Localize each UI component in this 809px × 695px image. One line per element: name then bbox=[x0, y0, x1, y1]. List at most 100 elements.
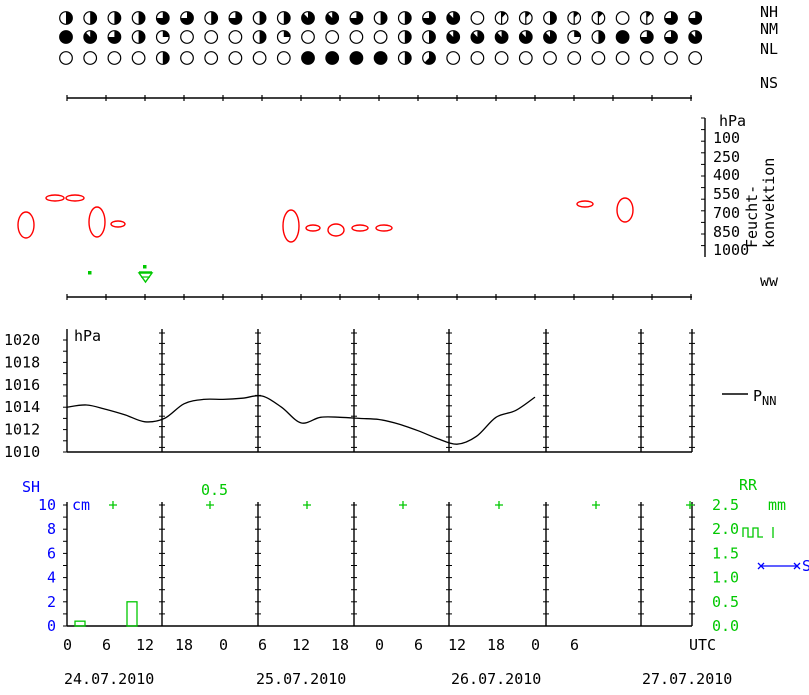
pressure-day-lines bbox=[159, 329, 695, 452]
cloud-symbol bbox=[83, 11, 98, 25]
cloud-symbol-ring bbox=[228, 30, 243, 44]
cloud-symbol bbox=[543, 30, 557, 44]
cloud-symbol bbox=[301, 11, 315, 25]
cloud-symbol-fill bbox=[525, 11, 531, 18]
rr-bar bbox=[126, 601, 138, 627]
cloud-symbol bbox=[615, 30, 630, 44]
cloud-symbol-fill bbox=[83, 30, 97, 44]
cloud-symbol-fill bbox=[598, 30, 605, 44]
convection-cell bbox=[576, 200, 594, 208]
convection-cell bbox=[282, 209, 300, 243]
cloud-symbol-ring bbox=[349, 30, 364, 44]
sh-tick-label: 8 bbox=[47, 520, 56, 538]
cloud-symbol bbox=[446, 30, 461, 44]
cloud-symbol bbox=[664, 11, 678, 25]
rr-tick-label: 1.0 bbox=[712, 569, 739, 587]
cloud-symbol bbox=[615, 11, 630, 25]
cloud-symbol-fill bbox=[429, 30, 436, 44]
cloud-symbol bbox=[543, 51, 557, 65]
cloud-symbol bbox=[180, 11, 194, 25]
cloud-symbol bbox=[107, 51, 122, 65]
rr-tick-label: 1.5 bbox=[712, 544, 739, 562]
cloud-symbol bbox=[373, 11, 388, 25]
rr-scale-marker bbox=[592, 501, 600, 509]
cloud-symbol-fill bbox=[325, 51, 339, 65]
convection-tick-label: 550 bbox=[713, 185, 740, 203]
pressure-y-tick-label: 1012 bbox=[4, 421, 40, 439]
cloud-symbol bbox=[131, 30, 146, 44]
cloud-symbol bbox=[325, 30, 340, 44]
cloud-symbol-fill bbox=[229, 11, 242, 25]
cloud-symbol-ring bbox=[325, 30, 340, 44]
cloud-symbol-ring bbox=[107, 51, 122, 65]
convection-axis-ticks bbox=[701, 117, 705, 247]
legend-pnn-main: P bbox=[753, 387, 762, 405]
cloud-symbol bbox=[131, 11, 146, 25]
cloud-symbol bbox=[131, 51, 146, 65]
rr-scale-markers bbox=[109, 501, 694, 509]
cloud-symbol bbox=[422, 11, 436, 25]
cloud-symbol-ring bbox=[373, 30, 388, 44]
cloud-symbol bbox=[204, 30, 219, 44]
cloud-symbol bbox=[301, 30, 315, 44]
rr-unit: mm bbox=[768, 496, 786, 514]
cloud-symbol-fill bbox=[66, 11, 73, 25]
cloud-symbol bbox=[228, 30, 243, 44]
cloud-symbol-fill bbox=[543, 30, 557, 44]
cloud-symbol-ring bbox=[639, 51, 654, 65]
cloud-symbol-ring bbox=[518, 51, 533, 65]
pressure-y-tick-label: 1016 bbox=[4, 376, 40, 394]
rr-scale-marker bbox=[109, 501, 117, 509]
label-nm: NM bbox=[760, 20, 778, 38]
pressure-y-tick-label: 1020 bbox=[4, 331, 40, 349]
cloud-symbol bbox=[422, 30, 436, 44]
precip-day-lines bbox=[159, 502, 695, 626]
cloud-symbol bbox=[470, 11, 485, 25]
rr-bar bbox=[74, 620, 86, 627]
hour-tick-label: 18 bbox=[487, 636, 505, 654]
cloud-symbol-fill bbox=[138, 11, 145, 25]
hour-tick-label: 0 bbox=[219, 636, 228, 654]
cloud-symbol-ring bbox=[83, 51, 98, 65]
weather-symbol-drizzle bbox=[88, 271, 92, 275]
cloud-symbol bbox=[252, 51, 267, 65]
convection-cell bbox=[110, 220, 126, 228]
rr-scale-marker bbox=[303, 501, 311, 509]
convection-tick-label: 100 bbox=[713, 129, 740, 147]
cloud-symbol bbox=[228, 51, 243, 65]
sh-tick-label: 2 bbox=[47, 593, 56, 611]
cloud-symbol-ring bbox=[180, 30, 194, 44]
cloud-symbol-fill bbox=[180, 11, 194, 25]
cloud-symbol-fill bbox=[664, 30, 678, 44]
cloud-symbol bbox=[228, 11, 243, 25]
label-ns: NS bbox=[760, 74, 778, 92]
convection-cell bbox=[45, 194, 65, 202]
cloud-symbol bbox=[543, 11, 557, 25]
cloud-symbol-fill bbox=[404, 30, 412, 44]
cloud-symbol-fill bbox=[598, 11, 603, 18]
cloud-symbol bbox=[567, 30, 582, 44]
cloud-symbol-ring bbox=[688, 51, 703, 65]
cloud-symbol-fill bbox=[90, 11, 97, 25]
rr-scale-marker bbox=[686, 501, 694, 509]
cloud-symbol-ring bbox=[59, 51, 73, 65]
hour-tick-labels: 0 6 12 18 0 6 12 18 0 6 12 18 0 6 bbox=[63, 636, 579, 654]
cloud-symbol-fill bbox=[424, 51, 436, 65]
weather-axis-ticks bbox=[66, 294, 692, 300]
convection-cell bbox=[88, 206, 106, 238]
cloud-symbol-fill bbox=[574, 11, 579, 18]
weather-symbols bbox=[88, 265, 154, 284]
hour-tick-label: 12 bbox=[136, 636, 154, 654]
cloud-symbol-ring bbox=[180, 51, 194, 65]
utc-label: UTC bbox=[689, 636, 716, 654]
cloud-symbol-fill bbox=[550, 11, 557, 25]
rr-label: RR bbox=[739, 476, 758, 494]
cloud-symbol-fill bbox=[138, 30, 145, 44]
hour-tick-label: 18 bbox=[175, 636, 193, 654]
rr-annotation: 0.5 bbox=[201, 481, 228, 499]
sh-ticks bbox=[63, 504, 67, 627]
cloud-symbol bbox=[204, 11, 219, 25]
cloud-symbol bbox=[615, 51, 630, 65]
